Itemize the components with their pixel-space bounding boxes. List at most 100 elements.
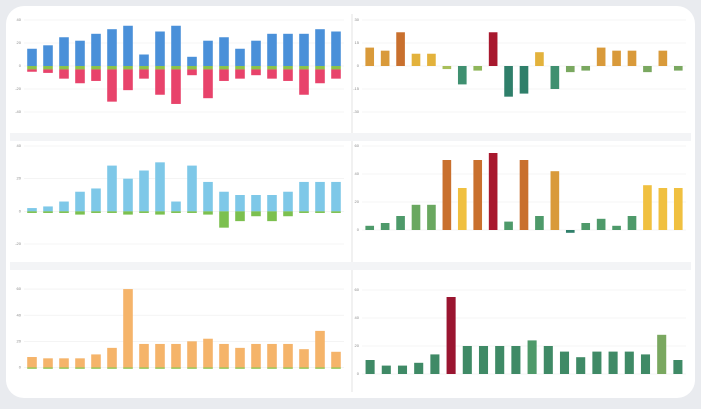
bar-segment	[75, 191, 85, 212]
bar-segment	[155, 211, 165, 215]
bar	[550, 66, 560, 89]
bar-segment	[219, 191, 229, 212]
bar-segment	[123, 25, 133, 66]
bar-segment	[75, 69, 85, 84]
bar-segment	[75, 66, 85, 70]
bar	[673, 66, 683, 71]
bar	[550, 171, 560, 230]
bar	[457, 66, 467, 85]
bar	[478, 346, 489, 374]
bar-segment	[187, 66, 197, 70]
bar-segment	[283, 367, 293, 369]
y-tick-label: -40	[15, 109, 22, 114]
bar-segment	[235, 66, 245, 70]
bar-segment	[107, 347, 117, 368]
bar-segment	[283, 191, 293, 212]
bar-segment	[59, 66, 69, 70]
y-tick-label: 0	[19, 208, 22, 213]
bar-segment	[219, 66, 229, 70]
bar-segment	[283, 211, 293, 217]
bar	[504, 221, 513, 230]
bar-segment	[91, 69, 101, 81]
bar-segment	[251, 66, 261, 70]
bar-segment	[171, 367, 181, 369]
bar-segment	[219, 211, 229, 228]
y-tick-label: 40	[17, 17, 22, 22]
bar-segment	[123, 211, 133, 215]
y-tick-label: 30	[355, 17, 360, 22]
bar	[519, 160, 529, 230]
bar	[504, 66, 513, 97]
bar-segment	[187, 165, 197, 212]
y-tick-label: 0	[19, 365, 22, 370]
bar	[442, 66, 452, 70]
bar-segment	[251, 40, 261, 66]
bar-segment	[27, 367, 37, 369]
y-tick-label: 20	[17, 338, 22, 343]
bar	[535, 52, 544, 66]
bar-segment	[267, 66, 277, 70]
bar-segment	[139, 69, 149, 79]
bar	[624, 351, 634, 374]
bar-segment	[299, 69, 309, 95]
bar-segment	[107, 66, 117, 70]
bar	[462, 346, 472, 374]
bar-segment	[235, 195, 245, 212]
bar-segment	[235, 347, 245, 368]
bar-segment	[171, 201, 181, 212]
bar	[565, 230, 575, 233]
bar-segment	[43, 358, 53, 368]
bar-segment	[187, 367, 197, 369]
bar-segment	[267, 343, 277, 368]
bar	[658, 188, 668, 230]
bar-segment	[171, 25, 181, 66]
bar-segment	[299, 211, 309, 213]
bar-segment	[267, 211, 277, 222]
bar	[658, 50, 668, 66]
bar-segment	[59, 69, 69, 79]
y-tick-label: 40	[355, 171, 360, 176]
section-band	[10, 262, 691, 270]
bar-segment	[91, 367, 101, 369]
bar-segment	[283, 66, 293, 70]
bar-segment	[235, 48, 245, 66]
bar-segment	[155, 162, 165, 212]
bar-segment	[43, 206, 53, 212]
bar-segment	[27, 208, 37, 212]
bar-segment	[315, 181, 325, 212]
bar-segment	[315, 211, 325, 213]
bar	[427, 204, 436, 230]
y-tick-label: 20	[355, 199, 360, 204]
bar-segment	[139, 343, 149, 368]
bar-segment	[219, 343, 229, 368]
bar-segment	[91, 66, 101, 70]
y-tick-label: -15	[353, 86, 360, 91]
y-tick-label: 0	[357, 227, 360, 232]
bar	[596, 47, 606, 66]
y-tick-label: 15	[355, 40, 360, 45]
bar-segment	[107, 29, 117, 66]
bar	[612, 50, 621, 66]
bar	[627, 50, 637, 66]
bar	[411, 204, 421, 230]
bar-segment	[267, 33, 277, 66]
bar-segment	[187, 341, 197, 368]
bar	[473, 66, 483, 71]
bar	[527, 340, 537, 374]
bar-segment	[139, 54, 149, 66]
bar	[495, 346, 505, 374]
bar-segment	[315, 66, 325, 70]
bar	[365, 225, 375, 230]
bar	[543, 346, 553, 374]
bar	[457, 188, 467, 230]
bar	[397, 365, 408, 374]
y-tick-label: -20	[15, 86, 22, 91]
bar-segment	[315, 69, 325, 84]
bar-segment	[251, 367, 261, 369]
bar	[535, 216, 544, 230]
bar	[657, 334, 667, 374]
bar-segment	[203, 40, 213, 66]
bar-segment	[139, 367, 149, 369]
y-tick-label: 60	[17, 286, 22, 291]
